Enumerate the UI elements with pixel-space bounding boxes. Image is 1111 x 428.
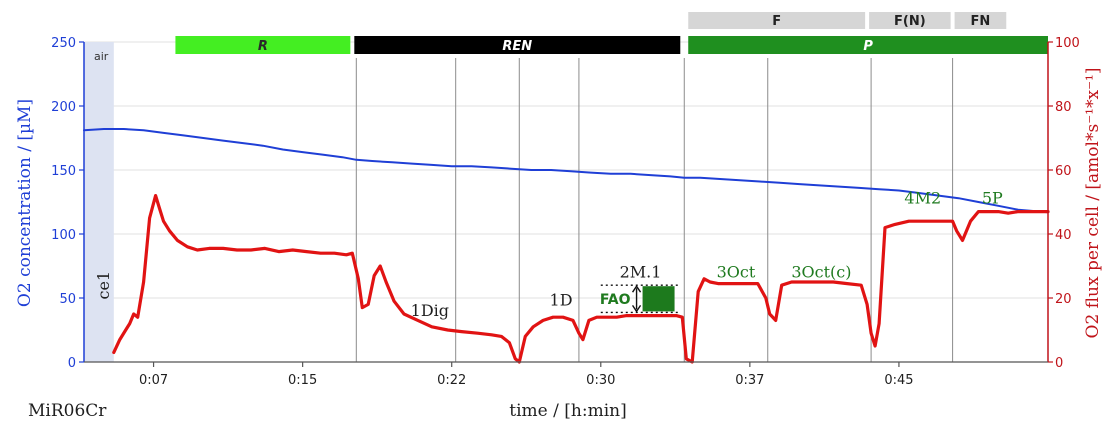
protocol-band — [688, 36, 1048, 54]
event-label: 1D — [550, 291, 573, 310]
fao-annotation: FAO — [600, 284, 681, 314]
event-label: 3Oct — [717, 263, 756, 282]
y-left-tick-label: 200 — [51, 100, 76, 115]
x-axis-title: time / [h:min] — [509, 401, 626, 421]
x-tick-label: 0:07 — [139, 373, 168, 388]
medium-label: MiR06Cr — [28, 401, 107, 421]
protocol-band — [354, 36, 681, 54]
protocol-band — [175, 36, 351, 54]
y-left-tick-label: 100 — [51, 228, 76, 243]
x-tick-label: 0:30 — [586, 373, 615, 388]
x-tick-label: 0:45 — [884, 373, 913, 388]
protocol-bands: R REN P F F(N) FN — [175, 12, 1048, 54]
fao-arrow-head-down — [631, 305, 642, 313]
y-left-tick-label: 50 — [59, 292, 76, 307]
protocol-band — [688, 12, 866, 29]
event-label: ce1 — [94, 271, 113, 300]
air-region: air — [84, 42, 114, 362]
fao-arrow-head-up — [631, 284, 642, 293]
data-series — [83, 128, 1050, 364]
y-left-tick-label: 0 — [68, 356, 76, 371]
event-label: 3Oct(c) — [791, 263, 851, 282]
y-right-tick-label: 100 — [1055, 36, 1080, 51]
event-labels: ce1 1Dig 1D 2M.1 3Oct 3Oct(c) 4M2 5P — [94, 188, 1003, 320]
protocol-band-label: F(N) — [894, 14, 926, 29]
protocol-band-label: P — [863, 39, 873, 54]
protocol-band-label: R — [258, 39, 268, 54]
air-label: air — [94, 50, 109, 63]
protocol-band — [954, 12, 1007, 29]
protocol-band-label: F — [772, 14, 781, 29]
flux-series-line — [112, 194, 1050, 364]
y-right-tick-label: 0 — [1055, 356, 1063, 371]
y-left-tick-label: 250 — [51, 36, 76, 51]
air-band — [84, 42, 114, 362]
y-axis-left-title: O2 concentration / [µM] — [15, 99, 35, 307]
event-label: 1Dig — [411, 301, 449, 320]
protocol-band-label: REN — [502, 39, 532, 54]
concentration-series-line — [83, 128, 1049, 214]
axes: 0 50 100 150 200 250 0 20 40 60 80 100 0:07 0:15 0:22 0… — [51, 36, 1080, 388]
y-right-tick-label: 40 — [1055, 228, 1072, 243]
x-tick-label: 0:22 — [437, 373, 466, 388]
event-markers — [355, 58, 954, 362]
y-left-tick-label: 150 — [51, 164, 76, 179]
protocol-band — [869, 12, 951, 29]
x-tick-label: 0:37 — [735, 373, 764, 388]
y-right-tick-label: 60 — [1055, 164, 1072, 179]
fao-label: FAO — [600, 292, 631, 308]
protocol-band-label: FN — [971, 14, 991, 29]
y-right-tick-label: 20 — [1055, 292, 1072, 307]
x-tick-label: 0:15 — [288, 373, 317, 388]
event-label: 5P — [982, 188, 1003, 207]
y-axis-right-title: O2 flux per cell / [amol*s⁻¹*x⁻¹] — [1083, 68, 1103, 339]
fao-box — [642, 286, 675, 312]
y-right-tick-label: 80 — [1055, 100, 1072, 115]
event-label: 2M.1 — [620, 263, 662, 282]
event-label: 4M2 — [904, 188, 941, 207]
